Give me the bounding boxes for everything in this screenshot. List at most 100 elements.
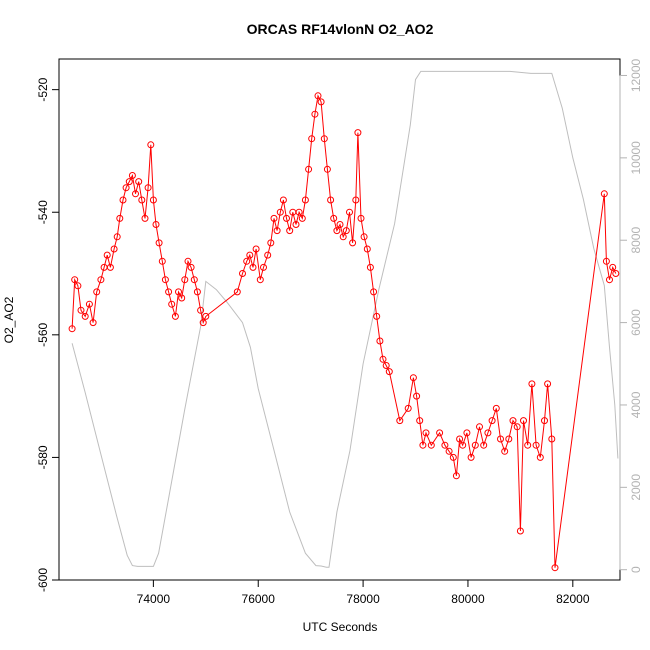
y-tick-label: -560 xyxy=(36,322,50,346)
o2-point xyxy=(74,282,82,290)
o2-point xyxy=(135,178,143,186)
x-tick-label: 76000 xyxy=(242,592,276,606)
o2-point xyxy=(336,221,344,228)
o2-point xyxy=(158,257,166,265)
o2-point xyxy=(93,288,101,296)
o2-point xyxy=(600,190,608,198)
o2-point xyxy=(106,263,114,271)
x-axis-label: UTC Seconds xyxy=(303,620,378,634)
o2-point xyxy=(184,257,192,265)
o2-point xyxy=(476,423,483,431)
o2-point xyxy=(249,263,257,271)
o2-point xyxy=(520,417,527,425)
o2-point xyxy=(505,435,513,443)
o2-point xyxy=(480,441,488,449)
o2-point xyxy=(103,251,111,259)
o2-point xyxy=(283,214,290,222)
o2-point xyxy=(132,190,139,198)
o2-point xyxy=(147,141,155,149)
o2-point xyxy=(190,276,198,284)
o2-point xyxy=(352,196,360,204)
o2-point xyxy=(161,276,169,284)
o2-point xyxy=(382,362,390,369)
o2-point xyxy=(314,92,322,100)
o2-point xyxy=(427,441,435,449)
o2-point xyxy=(513,423,521,431)
o2-point xyxy=(471,441,479,449)
o2-point xyxy=(551,564,559,572)
o2-line xyxy=(71,94,617,568)
o2-point xyxy=(606,276,613,284)
o2-point xyxy=(463,429,471,437)
o2-point xyxy=(327,196,335,204)
o2-point xyxy=(467,453,475,461)
o2-point xyxy=(385,368,393,376)
o2-point xyxy=(178,294,186,302)
o2-point xyxy=(497,435,504,443)
y2-tick-label: 8000 xyxy=(629,227,643,254)
o2-series xyxy=(68,92,620,572)
o2-point xyxy=(165,288,173,296)
o2-point xyxy=(71,276,79,284)
o2-point xyxy=(119,196,127,204)
o2-point xyxy=(379,355,387,363)
o2-point xyxy=(416,417,424,425)
o2-point xyxy=(354,129,362,137)
y2-tick-label: 2000 xyxy=(629,474,643,501)
o2-point xyxy=(202,312,210,320)
o2-point xyxy=(273,227,281,235)
o2-point xyxy=(320,135,328,143)
o2-point xyxy=(349,239,357,247)
o2-point xyxy=(264,251,272,259)
o2-point xyxy=(144,184,152,192)
o2-point xyxy=(77,306,85,314)
o2-point xyxy=(141,214,149,222)
o2-point xyxy=(286,227,294,235)
chart-title: ORCAS RF14vlonN O2_AO2 xyxy=(247,21,434,37)
x-tick-label: 78000 xyxy=(346,592,380,606)
o2-point xyxy=(113,233,121,241)
o2-point xyxy=(301,196,309,204)
o2-point xyxy=(422,429,430,437)
o2-point xyxy=(239,270,246,277)
o2-point xyxy=(366,263,374,271)
y-tick-label: -580 xyxy=(36,445,50,469)
o2-point xyxy=(612,270,620,277)
o2-point xyxy=(122,184,130,192)
o2-point xyxy=(128,172,136,179)
o2-point xyxy=(276,208,284,216)
o2-point xyxy=(252,245,260,253)
y2-tick-label: 4000 xyxy=(629,391,643,418)
y-axis-label: O2_AO2 xyxy=(2,296,16,343)
o2-point xyxy=(187,263,195,271)
o2-point xyxy=(548,435,556,443)
o2-point xyxy=(357,214,365,222)
o2-point xyxy=(270,214,278,222)
o2-point xyxy=(516,527,524,535)
o2-point xyxy=(110,245,118,253)
x-tick-label: 82000 xyxy=(556,592,590,606)
o2-point xyxy=(305,165,313,173)
o2-point xyxy=(181,276,189,284)
o2-point xyxy=(484,429,492,437)
o2-point xyxy=(449,453,457,461)
altitude-line xyxy=(71,70,619,568)
o2-point xyxy=(342,227,350,235)
o2-point xyxy=(452,472,460,480)
o2-point xyxy=(233,288,241,296)
o2-point xyxy=(175,288,182,296)
y2-tick-label: 10000 xyxy=(629,141,643,175)
o2-point xyxy=(396,417,404,425)
o2-point xyxy=(81,312,89,320)
altitude-series xyxy=(71,70,619,568)
o2-point xyxy=(267,239,275,247)
o2-point xyxy=(528,380,536,388)
o2-point xyxy=(199,319,207,327)
o2-point xyxy=(409,374,417,382)
x-axis: 74000 76000 78000 80000 82000 xyxy=(137,579,590,606)
o2-point xyxy=(339,233,347,241)
y-tick-label: -540 xyxy=(36,200,50,224)
o2-point xyxy=(308,135,316,143)
o2-point xyxy=(168,300,176,308)
o2-point xyxy=(541,417,548,425)
